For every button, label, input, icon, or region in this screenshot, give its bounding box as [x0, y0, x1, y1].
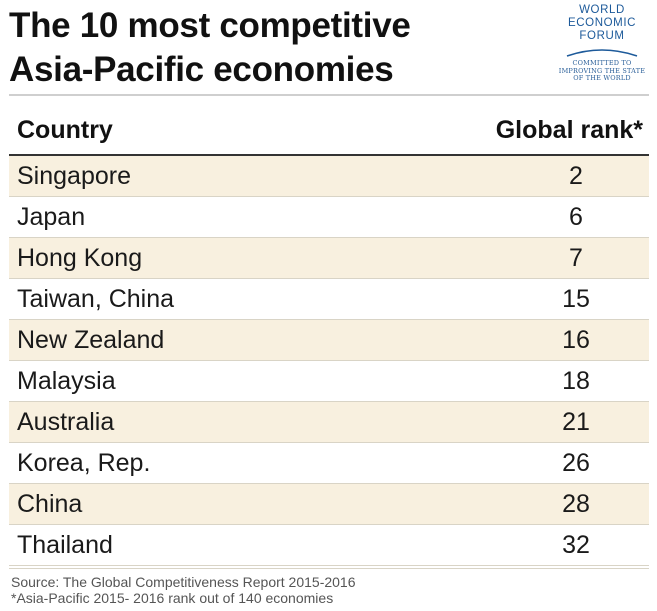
source-note: Source: The Global Competitiveness Repor… — [11, 574, 356, 590]
rank-cell: 6 — [471, 196, 649, 238]
footer-divider — [9, 568, 649, 569]
chart-title-line-1: The 10 most competitive — [9, 6, 411, 45]
rank-footnote: *Asia-Pacific 2015- 2016 rank out of 140… — [11, 590, 334, 606]
chart-title: The 10 most competitive Asia-Pacific eco… — [9, 4, 479, 92]
table-row: Taiwan, China 15 — [9, 278, 649, 320]
table-row: Thailand 32 — [9, 524, 649, 566]
rank-cell: 2 — [471, 155, 649, 197]
title-divider — [9, 94, 649, 96]
logo-arc-icon — [566, 49, 638, 57]
country-cell: New Zealand — [9, 319, 471, 361]
logo-org-line-2: ECONOMIC — [567, 17, 637, 29]
table-row: Japan 6 — [9, 196, 649, 238]
column-header-global-rank: Global rank* — [471, 110, 649, 156]
table-row: Singapore 2 — [9, 155, 649, 197]
column-header-country: Country — [9, 110, 471, 156]
table-row: China 28 — [9, 483, 649, 525]
rank-cell: 15 — [471, 278, 649, 320]
logo-motto-line-2: IMPROVING THE STATE — [558, 66, 646, 75]
country-cell: China — [9, 483, 471, 525]
rank-cell: 21 — [471, 401, 649, 443]
rank-cell: 32 — [471, 524, 649, 566]
country-cell: Singapore — [9, 155, 471, 197]
logo-org-line-1: WORLD — [579, 4, 625, 16]
rank-cell: 28 — [471, 483, 649, 525]
wef-logo: WORLD ECONOMIC FORUM COMMITTED TO IMPROV… — [554, 4, 650, 92]
chart-title-line-2: Asia-Pacific economies — [9, 50, 394, 89]
table-row: New Zealand 16 — [9, 319, 649, 361]
table-row: Korea, Rep. 26 — [9, 442, 649, 484]
country-cell: Malaysia — [9, 360, 471, 402]
table-header-row: Country Global rank* — [9, 110, 649, 156]
rank-cell: 16 — [471, 319, 649, 361]
rank-cell: 26 — [471, 442, 649, 484]
rank-cell: 7 — [471, 237, 649, 279]
country-cell: Korea, Rep. — [9, 442, 471, 484]
ranking-table: Country Global rank* Singapore 2 Japan 6 Hon… — [9, 110, 649, 566]
country-cell: Australia — [9, 401, 471, 443]
table-row: Hong Kong 7 — [9, 237, 649, 279]
table-body: Singapore 2 Japan 6 Hong Kong 7 Taiwan, China 1… — [9, 155, 649, 566]
rank-cell: 18 — [471, 360, 649, 402]
country-cell: Japan — [9, 196, 471, 238]
logo-motto-line-1: COMMITTED TO — [572, 59, 632, 67]
table-row: Australia 21 — [9, 401, 649, 443]
logo-org-line-3: FORUM — [579, 30, 625, 42]
logo-org-name: WORLD ECONOMIC FORUM — [554, 4, 650, 43]
country-cell: Thailand — [9, 524, 471, 566]
logo-motto-line-3: OF THE WORLD — [573, 74, 631, 82]
table-row: Malaysia 18 — [9, 360, 649, 402]
logo-motto: COMMITTED TO IMPROVING THE STATE OF THE … — [554, 59, 650, 83]
country-cell: Hong Kong — [9, 237, 471, 279]
country-cell: Taiwan, China — [9, 278, 471, 320]
